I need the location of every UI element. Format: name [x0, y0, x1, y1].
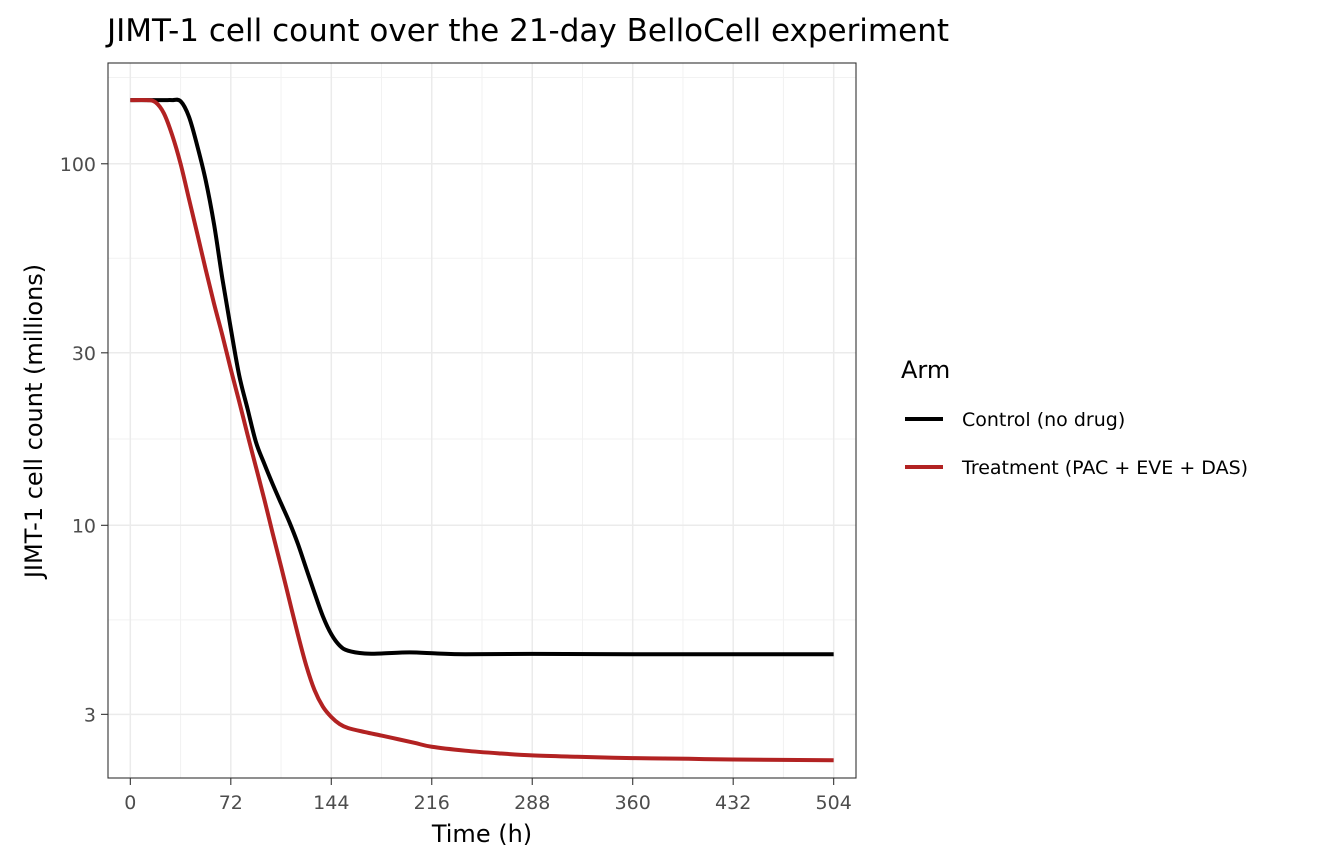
series-1-line [130, 97, 834, 657]
x-tick-label: 72 [219, 792, 243, 814]
y-axis: 3 10 30 100 [60, 154, 108, 726]
legend-item-1: Control (no drug) [905, 409, 1125, 431]
panel-border [107, 62, 857, 779]
plot-panel [107, 62, 857, 779]
legend-title: Arm [901, 356, 950, 384]
x-tick-label: 360 [615, 792, 651, 814]
x-axis: 0 72 144 216 288 360 432 504 [124, 778, 852, 814]
x-tick-label: 0 [124, 792, 136, 814]
y-tick-label: 100 [60, 154, 96, 176]
legend: Arm Control (no drug) Treatment (PAC + EV… [901, 356, 1248, 479]
y-axis-title: JIMT-1 cell count (millions) [20, 264, 48, 580]
series-2-line [130, 97, 834, 763]
x-axis-title: Time (h) [431, 820, 532, 848]
minor-gridlines [108, 63, 856, 778]
legend-items: Control (no drug) Treatment (PAC + EVE + … [905, 409, 1248, 479]
x-tick-label: 504 [816, 792, 852, 814]
x-tick-label: 144 [313, 792, 349, 814]
series-layer [130, 97, 834, 763]
legend-label-1: Control (no drug) [962, 409, 1125, 431]
x-tick-label: 216 [414, 792, 450, 814]
x-tick-label: 432 [715, 792, 751, 814]
legend-item-2: Treatment (PAC + EVE + DAS) [905, 457, 1248, 479]
y-tick-label: 10 [72, 515, 96, 537]
y-tick-label: 30 [72, 343, 96, 365]
legend-label-2: Treatment (PAC + EVE + DAS) [961, 457, 1248, 479]
y-tick-label: 3 [84, 704, 96, 726]
chart-title: JIMT-1 cell count over the 21-day BelloC… [105, 13, 949, 49]
x-tick-label: 288 [514, 792, 550, 814]
major-gridlines [108, 63, 856, 778]
